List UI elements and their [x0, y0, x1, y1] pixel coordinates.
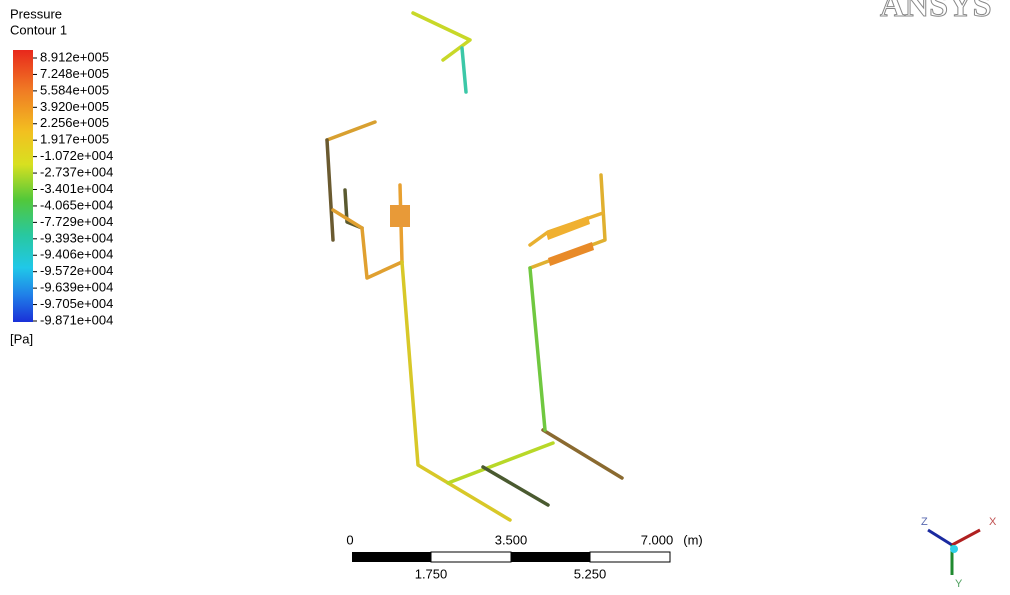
viewport: Pressure Contour 1 8.912e+0057.248e+0055… — [0, 0, 1010, 590]
triad-label: Z — [921, 516, 928, 528]
legend-unit: [Pa] — [10, 331, 33, 346]
legend-label: -3.401e+004 — [40, 181, 113, 196]
legend-label: 8.912e+005 — [40, 49, 109, 64]
legend-label: 1.917e+005 — [40, 132, 109, 147]
pipe — [543, 430, 622, 478]
scale-label: 5.250 — [574, 566, 607, 581]
pipe-model — [327, 13, 622, 520]
scale-unit: (m) — [683, 532, 703, 547]
legend-label: 2.256e+005 — [40, 115, 109, 130]
pipe — [483, 467, 548, 505]
legend-label: -7.729e+004 — [40, 214, 113, 229]
triad-label: X — [989, 516, 997, 528]
legend-label: 7.248e+005 — [40, 66, 109, 81]
pipe — [462, 48, 466, 92]
vessel — [546, 216, 590, 240]
triad-origin — [950, 545, 958, 553]
legend-label: -4.065e+004 — [40, 197, 113, 212]
legend-label: -1.072e+004 — [40, 148, 113, 163]
scale-segment — [590, 552, 670, 562]
legend-label: -9.572e+004 — [40, 263, 113, 278]
scale-segment — [352, 552, 431, 562]
scale-label: 1.750 — [415, 566, 448, 581]
scale-segment — [511, 552, 590, 562]
pipe — [327, 122, 375, 140]
vessel — [390, 205, 410, 227]
legend-title: Pressure — [10, 6, 62, 21]
legend-label: 3.920e+005 — [40, 99, 109, 114]
legend-subtitle: Contour 1 — [10, 22, 67, 37]
legend-label: 5.584e+005 — [40, 82, 109, 97]
scale-label: 3.500 — [495, 532, 528, 547]
legend-label: -9.639e+004 — [40, 280, 113, 295]
pipe — [327, 140, 333, 240]
color-bar — [13, 50, 33, 322]
legend-label: -9.871e+004 — [40, 312, 113, 327]
scale-bar: 0 3.500 7.000 (m) 1.750 5.250 — [346, 532, 702, 581]
scale-label: 7.000 — [641, 532, 674, 547]
legend-label: -9.705e+004 — [40, 296, 113, 311]
legend-label: -9.406e+004 — [40, 247, 113, 262]
vessel — [548, 242, 594, 266]
axis-triad: Z X Y — [921, 516, 997, 590]
legend-label: -2.737e+004 — [40, 165, 113, 180]
triad-axis — [928, 530, 952, 545]
legend-label: -9.393e+004 — [40, 230, 113, 245]
scale-segment — [431, 552, 511, 562]
logo: ANSYS — [880, 0, 991, 24]
pipe — [530, 268, 545, 430]
triad-label: Y — [955, 578, 963, 590]
triad-axis — [952, 530, 980, 545]
scale-label: 0 — [346, 532, 353, 547]
